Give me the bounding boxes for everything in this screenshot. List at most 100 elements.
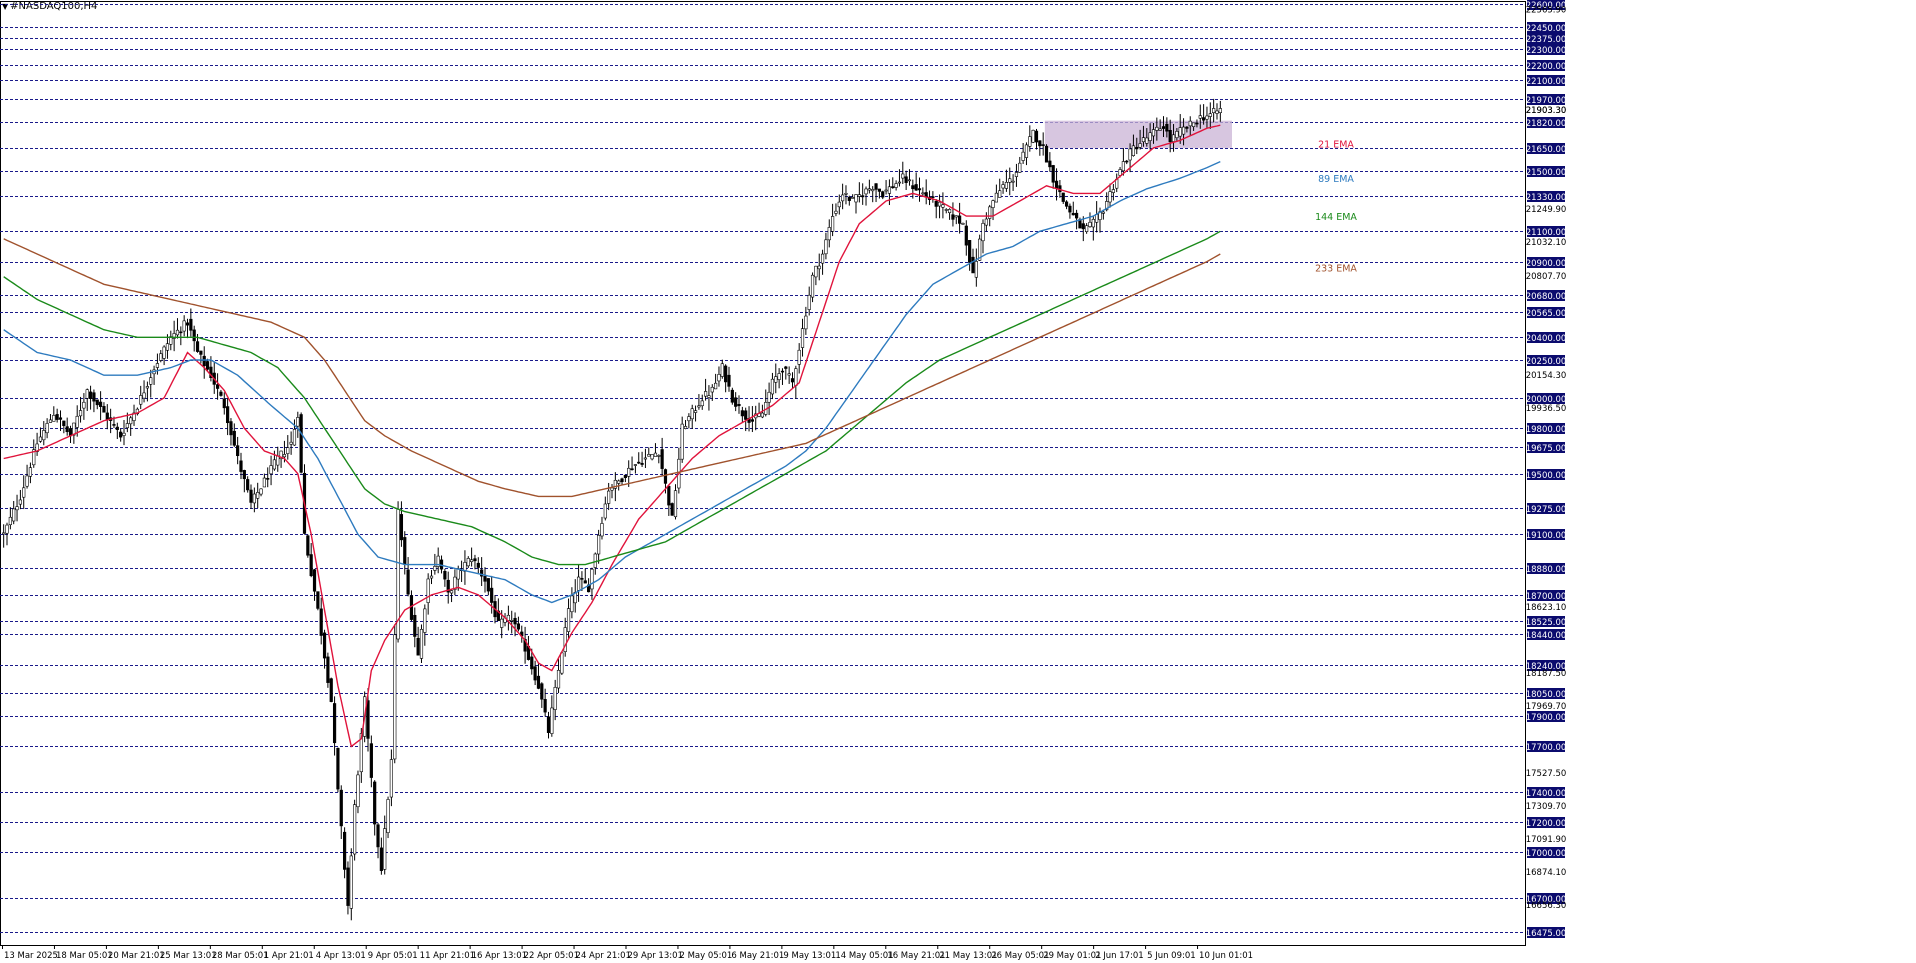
candle-body xyxy=(774,376,778,383)
price-level-badge xyxy=(1527,117,1565,128)
candle-body xyxy=(1191,122,1196,127)
candle-body xyxy=(660,449,664,469)
candle-body xyxy=(901,173,905,179)
price-scale-label: 21249.90 xyxy=(1526,205,1567,215)
candle-body xyxy=(269,465,273,475)
candle-body xyxy=(1185,126,1189,129)
price-scale-label: 17091.90 xyxy=(1526,835,1567,845)
candle-body xyxy=(1028,136,1032,147)
candle-body xyxy=(112,424,116,426)
price-level-badge xyxy=(1527,75,1565,86)
price-level-badge xyxy=(1527,22,1565,33)
candle-body xyxy=(847,196,851,201)
candle-body xyxy=(737,404,741,407)
price-level-badge xyxy=(1527,787,1565,798)
candle-body xyxy=(680,423,684,460)
candle-body xyxy=(854,194,858,203)
candle-body xyxy=(1205,115,1209,120)
price-level-label: 22300.00 xyxy=(1526,46,1567,56)
candle-body xyxy=(607,490,611,504)
candle-body xyxy=(1041,144,1045,146)
candle-body xyxy=(1044,145,1049,163)
candle-body xyxy=(617,480,621,484)
price-scale-label: 16656.30 xyxy=(1526,901,1567,911)
candle-body xyxy=(787,373,791,376)
candle-body xyxy=(266,478,270,480)
candle-body xyxy=(373,781,377,825)
candle-body xyxy=(1038,140,1042,147)
candle-body xyxy=(613,479,617,489)
resistance-zone xyxy=(1044,120,1232,148)
candle-body xyxy=(1105,201,1109,211)
candle-body xyxy=(637,461,641,464)
candle-body xyxy=(159,353,163,361)
price-level-badge xyxy=(1527,33,1565,44)
candle-body xyxy=(145,386,149,389)
candle-body xyxy=(239,460,243,472)
candle-body xyxy=(690,408,694,420)
candle-body xyxy=(369,743,373,778)
candle-body xyxy=(1165,123,1169,132)
candle-body xyxy=(570,595,574,613)
candle-body xyxy=(800,328,805,348)
candle-body xyxy=(947,209,952,213)
candle-body xyxy=(1215,110,1219,114)
candle-body xyxy=(700,400,704,407)
candle-body xyxy=(844,192,848,195)
price-level-badge xyxy=(1527,529,1565,540)
candle-body xyxy=(1014,172,1019,177)
candle-body xyxy=(1212,108,1216,114)
candle-body xyxy=(175,329,180,336)
candle-body xyxy=(837,201,841,208)
candle-body xyxy=(1031,129,1035,143)
price-level-label: 20565.00 xyxy=(1526,309,1567,319)
candle-body xyxy=(189,318,193,331)
candle-body xyxy=(1178,127,1182,137)
candle-body xyxy=(917,188,922,191)
candle-body xyxy=(1181,126,1186,135)
candle-body xyxy=(566,608,571,632)
candle-body xyxy=(259,488,263,495)
price-level-label: 18700.00 xyxy=(1526,592,1567,602)
candle-body xyxy=(697,405,701,408)
price-level-badge xyxy=(1527,893,1565,904)
price-scale-label: 18187.50 xyxy=(1526,669,1567,679)
candle-body xyxy=(292,429,297,446)
candle-body xyxy=(543,699,547,713)
candle-body xyxy=(590,568,594,590)
candle-body xyxy=(262,477,266,488)
candle-body xyxy=(877,188,881,192)
candle-body xyxy=(790,378,795,383)
candle-body xyxy=(326,656,330,683)
candle-body xyxy=(841,194,845,202)
candle-body xyxy=(18,499,22,505)
candle-body xyxy=(226,406,230,424)
symbol-label: ▼ #NASDAQ100,H4 xyxy=(2,1,97,12)
candle-body xyxy=(12,508,16,522)
candle-body xyxy=(937,201,942,207)
candle-body xyxy=(780,370,785,373)
price-level-badge xyxy=(1527,332,1565,343)
candle-body xyxy=(857,194,861,197)
candle-body xyxy=(897,181,902,184)
candle-body xyxy=(1131,145,1136,156)
candle-body xyxy=(683,426,688,429)
price-level-label: 22600.00 xyxy=(1526,1,1567,11)
dropdown-triangle-icon[interactable]: ▼ xyxy=(2,2,9,11)
candle-body xyxy=(215,384,220,389)
candle-body xyxy=(75,415,79,428)
candle-body xyxy=(42,430,46,441)
candle-body xyxy=(550,707,554,734)
time-axis-label: 4 Apr 13:01 xyxy=(316,951,366,961)
candle-body xyxy=(386,799,390,833)
candle-body xyxy=(393,634,397,760)
candle-body xyxy=(714,382,718,390)
candle-body xyxy=(647,454,651,457)
candle-body xyxy=(35,443,39,453)
candle-body xyxy=(653,452,658,457)
candle-body xyxy=(891,186,895,189)
candle-body xyxy=(185,322,190,326)
candle-body xyxy=(627,467,631,477)
